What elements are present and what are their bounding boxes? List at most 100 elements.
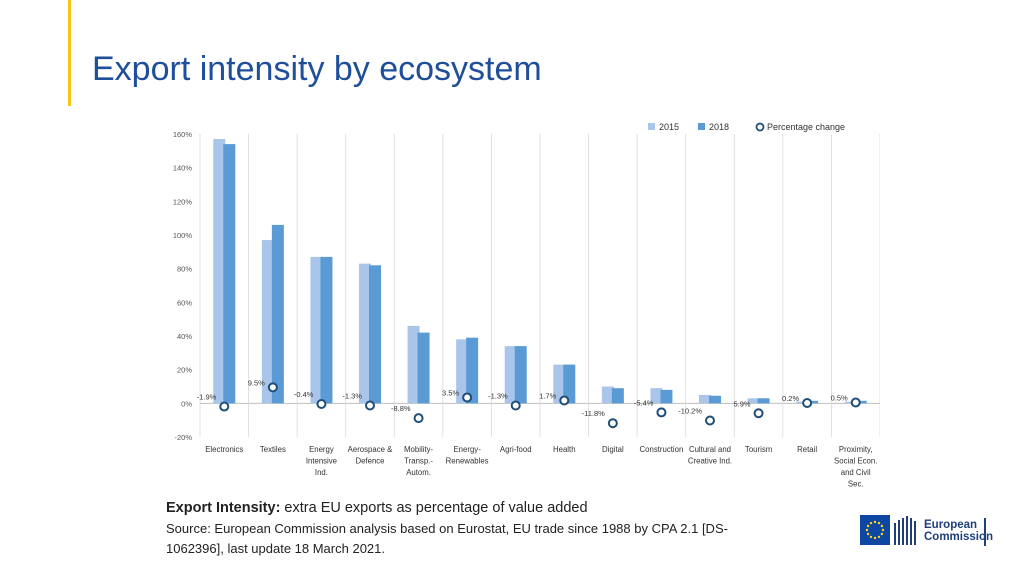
legend-swatch-2018	[698, 123, 705, 130]
percentage-change-label: -1.3%	[488, 392, 508, 401]
category-label: Proximity, Social Econ. and Civil Sec.	[834, 445, 877, 489]
bar-2018	[709, 395, 721, 404]
percentage-change-markers: -1.9% 9.5% -0.4% -1.3% -8.8% 3.5% -1.3% 1.7% -11…	[197, 378, 861, 429]
y-tick-label: 60%	[177, 298, 192, 307]
category-label: Energy Intensive Ind.	[306, 445, 337, 477]
percentage-change-marker	[656, 407, 667, 418]
y-tick-label: 0%	[181, 399, 192, 408]
y-tick-label: 100%	[173, 231, 193, 240]
percentage-change-label: -8.8%	[391, 404, 411, 413]
bar-2018	[611, 388, 624, 404]
bar-2015	[407, 325, 420, 404]
legend-marker-percentage-change	[755, 122, 765, 132]
bar-2015	[261, 240, 274, 404]
legend-swatch-2015	[648, 123, 655, 130]
logo-line-2: Commission	[924, 531, 994, 543]
export-intensity-chart: -20% 0% 20% 40% 60% 80% 100% 120% 140% 160% -1.9%…	[173, 122, 880, 489]
percentage-change-label: -0.4%	[294, 390, 314, 399]
logo-divider	[984, 518, 986, 546]
percentage-change-marker	[753, 408, 764, 419]
bar-2015	[359, 263, 371, 404]
bar-2015	[456, 339, 469, 404]
percentage-change-label: 1.7%	[539, 391, 556, 400]
bar-2015	[601, 386, 614, 404]
percentage-change-label: 5.9%	[733, 399, 750, 408]
category-separators	[199, 134, 880, 437]
y-tick-label: 40%	[177, 332, 192, 341]
category-label: Electronics	[205, 445, 243, 454]
y-tick-label: 80%	[177, 265, 192, 274]
source-line-2: 1062396], last update 18 March 2021.	[166, 541, 385, 556]
export-intensity-definition: extra EU exports as percentage of value …	[280, 500, 588, 516]
category-label: Health	[553, 445, 576, 454]
percentage-change-label: 0.5%	[831, 393, 848, 402]
footer-note: Export Intensity: extra EU exports as pe…	[166, 497, 826, 559]
percentage-change-label: -1.9%	[197, 393, 217, 402]
bar-2018	[660, 389, 673, 404]
percentage-change-label: -1.3%	[342, 392, 362, 401]
percentage-change-marker	[850, 397, 861, 408]
y-tick-label: 20%	[177, 366, 192, 375]
bar-2018	[563, 364, 576, 404]
percentage-change-marker	[510, 400, 521, 411]
category-label: Tourism	[745, 445, 772, 454]
category-label: Aerospace & Defence	[348, 445, 393, 466]
bars	[213, 139, 867, 404]
bar-2015	[796, 401, 809, 404]
percentage-change-marker	[316, 399, 327, 410]
bar-2018	[369, 265, 381, 404]
percentage-change-marker	[705, 415, 715, 426]
category-label: Mobility-Transp.-Autom.	[404, 445, 433, 477]
percentage-change-marker	[559, 395, 570, 406]
percentage-change-marker	[802, 397, 813, 408]
source-line-1: Source: European Commission analysis bas…	[166, 521, 728, 536]
y-tick-label: 120%	[173, 197, 193, 206]
legend-label-2018: 2018	[709, 122, 729, 132]
category-label: Retail	[797, 445, 817, 454]
y-tick-label: 160%	[173, 130, 193, 139]
y-tick-label: 140%	[173, 164, 193, 173]
percentage-change-marker	[607, 418, 618, 429]
category-labels: Electronics Textiles Energy Intensive Ind. Ae…	[205, 445, 877, 489]
percentage-change-label: -5.4%	[634, 398, 654, 407]
percentage-change-label: 0.2%	[782, 394, 799, 403]
percentage-change-marker	[462, 392, 473, 403]
bar-2018	[271, 224, 284, 404]
bar-2018	[854, 400, 867, 404]
european-commission-logo: European Commission	[860, 515, 993, 549]
bar-2015	[650, 388, 663, 404]
percentage-change-marker	[413, 413, 424, 424]
percentage-change-label: 3.5%	[442, 388, 459, 397]
percentage-change-label: -11.8%	[582, 409, 606, 418]
bar-2015	[553, 364, 566, 404]
category-label: Construction	[640, 445, 684, 454]
legend-label-percentage-change: Percentage change	[767, 122, 845, 132]
export-intensity-label: Export Intensity:	[166, 500, 281, 516]
berlaymont-icon	[893, 515, 919, 545]
page-title: Export intensity by ecosystem	[92, 50, 542, 88]
bar-2018	[223, 144, 236, 404]
logo-line-1: European	[924, 519, 978, 531]
percentage-change-label: -10.2%	[678, 407, 702, 416]
percentage-change-marker	[365, 400, 375, 411]
percentage-change-marker	[219, 401, 230, 412]
commission-wordmark: European Commission	[924, 519, 993, 543]
legend-label-2015: 2015	[659, 122, 679, 132]
bar-2018	[806, 400, 819, 404]
bar-2015	[747, 398, 760, 404]
bar-2018	[320, 256, 333, 404]
y-tick-label: -20%	[174, 433, 192, 442]
bar-2018	[466, 337, 479, 404]
bar-2018	[514, 346, 527, 404]
bar-2015	[699, 394, 711, 404]
bar-2015	[310, 256, 323, 404]
category-label: Agri-food	[500, 445, 532, 454]
category-label: Digital	[602, 445, 624, 454]
bar-2018	[757, 398, 770, 404]
category-label: Energy-Renewables	[446, 445, 489, 466]
eu-flag-icon	[860, 515, 890, 545]
chart-legend: 2015 2018 Percentage change	[648, 122, 845, 132]
bar-2015	[213, 139, 226, 404]
percentage-change-marker	[267, 382, 278, 393]
category-label: Cultural and Creative Ind.	[688, 445, 732, 466]
